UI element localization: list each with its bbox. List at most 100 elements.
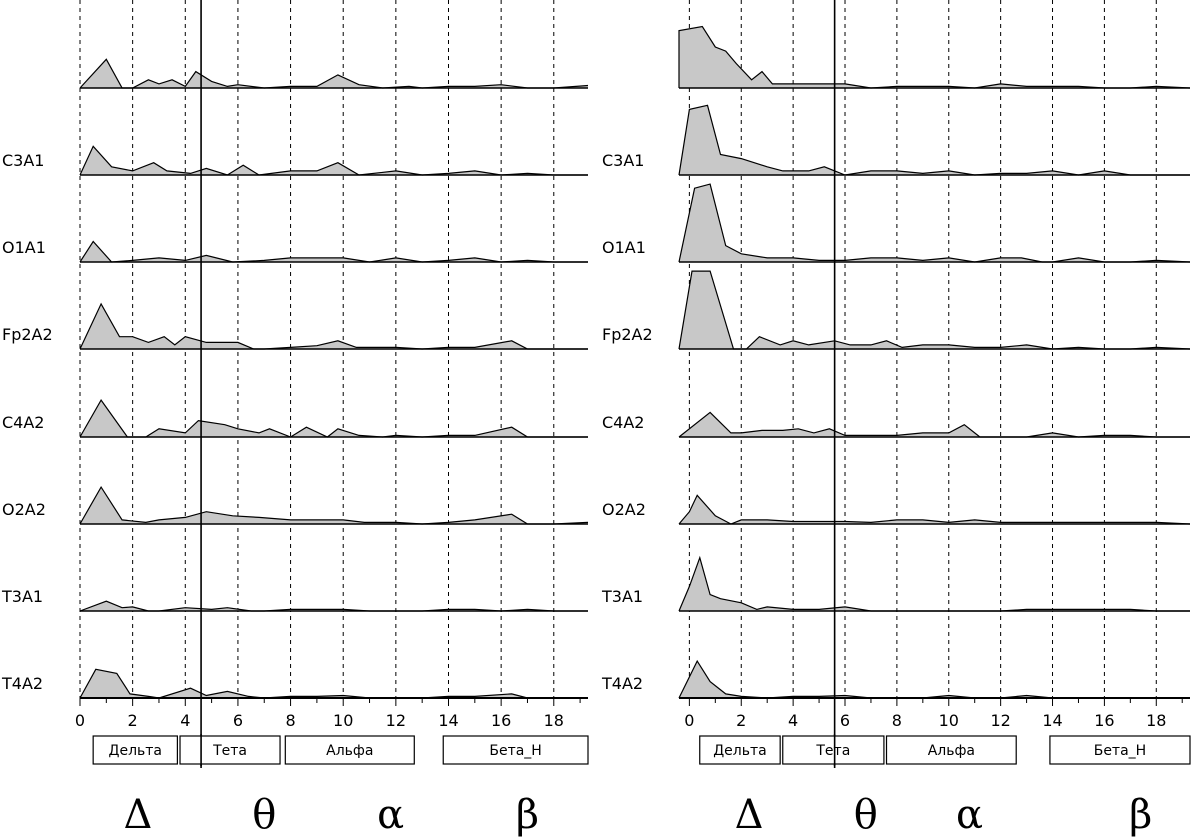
x-tick-label: 4 [180,711,190,730]
spectrum-area [679,184,1190,262]
channel-C4A2: C4A2 [2,398,588,438]
channel-Fp2A2: Fp2A2 [2,302,588,350]
band-rect [782,735,885,765]
spectrum-area [679,661,1190,698]
x-tick-label: 16 [1094,711,1114,730]
channel-top [79,58,589,89]
x-tick-label: 6 [840,711,850,730]
x-axis: 0 2 4 6 8 10 12 14 16 18 [679,697,1190,730]
channel-label: T3A1 [1,587,43,606]
spectrum-line [79,145,588,176]
band-rect [179,735,281,765]
channel-O2A2: O2A2 [602,494,1191,525]
band-box: Бета_Н [1049,735,1191,765]
channel-label: C4A2 [602,413,644,432]
spectrum-line [678,555,1190,612]
spectrum-area [679,271,1190,349]
spectrum-area [80,241,588,262]
band-box: Дельта [699,735,781,765]
spectrum-area [80,303,588,349]
band-rect [1049,735,1191,765]
band-rect [92,735,178,765]
x-tick-label: 10 [939,711,959,730]
x-tick-label: 18 [1146,711,1166,730]
band-label: Тета [815,743,850,759]
band-label: Бета_Н [1094,743,1146,759]
x-tick-label: 12 [990,711,1010,730]
channel-T4A2: T4A2 [1,668,588,699]
greek-label: Δ [123,792,152,838]
x-tick-label: 14 [438,711,458,730]
channel-label: C3A1 [602,151,644,170]
greek-label: β [1129,792,1152,838]
channel-label: O2A2 [2,500,46,519]
band-box: Альфа [284,735,415,765]
spectrum-area [679,105,1190,175]
x-tick-label: 0 [75,711,85,730]
channel-label: C4A2 [2,413,44,432]
band-rect [885,735,1017,765]
band-label: Альфа [326,743,373,759]
greek-label: θ [252,792,276,838]
spectrum-area [80,146,588,175]
greek-label: θ [854,792,878,838]
spectrum-line [79,398,588,438]
spectrum-area [80,669,588,698]
band-label: Альфа [928,743,975,759]
channel-label: C3A1 [2,151,44,170]
channel-C3A1: C3A1 [602,104,1190,176]
x-tick-label: 18 [544,711,564,730]
x-tick-label: 16 [491,711,511,730]
channel-O1A1: O1A1 [602,183,1191,263]
channel-top [678,25,1191,89]
channel-label: T4A2 [601,674,643,693]
x-tick-label: 12 [386,711,406,730]
band-label: Дельта [713,743,766,759]
spectrum-area [80,487,588,524]
x-axis: 0 2 4 6 8 10 12 14 16 18 [75,697,588,730]
x-tick-label: 10 [333,711,353,730]
spectrum-line [79,485,589,525]
spectrum-area [80,59,588,88]
spectrum-area [679,557,1190,611]
greek-label: Δ [735,792,764,838]
channel-label: Fp2A2 [602,325,653,344]
greek-label: α [377,792,404,838]
channel-C3A1: C3A1 [2,145,588,176]
x-tick-label: 6 [233,711,243,730]
greek-label: β [516,792,539,838]
channel-Fp2A2: Fp2A2 [602,270,1191,350]
channel-label: Fp2A2 [2,325,53,344]
spectrum-area [679,26,1190,88]
spectrum-line [678,494,1191,525]
spectrum-panel-1: C3A1 O1A1 Fp2A2 C4A2 O2A2 T3A1 T4A2 0 2 4 6 8 10 12 14… [1,0,589,838]
spectrum-line [678,270,1191,350]
channel-O1A1: O1A1 [2,238,588,263]
channel-T3A1: T3A1 [601,555,1190,612]
channel-C4A2: C4A2 [602,411,1190,438]
channel-T3A1: T3A1 [1,587,588,612]
band-label: Тета [212,743,247,759]
channel-label: T4A2 [1,674,43,693]
band-rect [284,735,415,765]
band-box: Дельта [92,735,178,765]
band-box: Альфа [885,735,1017,765]
channel-label: O2A2 [602,500,646,519]
x-tick-label: 4 [788,711,798,730]
spectrum-line [79,668,588,699]
spectrum-line [79,302,588,350]
channel-label: T3A1 [601,587,643,606]
band-box: Бета_Н [442,735,589,765]
spectrum-area [80,400,588,437]
channel-O2A2: O2A2 [2,485,589,525]
spectrum-line [678,659,1190,699]
greek-label: α [956,792,983,838]
channel-label: O1A1 [2,238,46,257]
spectrum-line [79,600,588,612]
x-tick-label: 14 [1042,711,1062,730]
x-tick-label: 2 [736,711,746,730]
spectrum-area [679,412,1190,437]
channel-label: O1A1 [602,238,646,257]
x-tick-label: 8 [285,711,295,730]
